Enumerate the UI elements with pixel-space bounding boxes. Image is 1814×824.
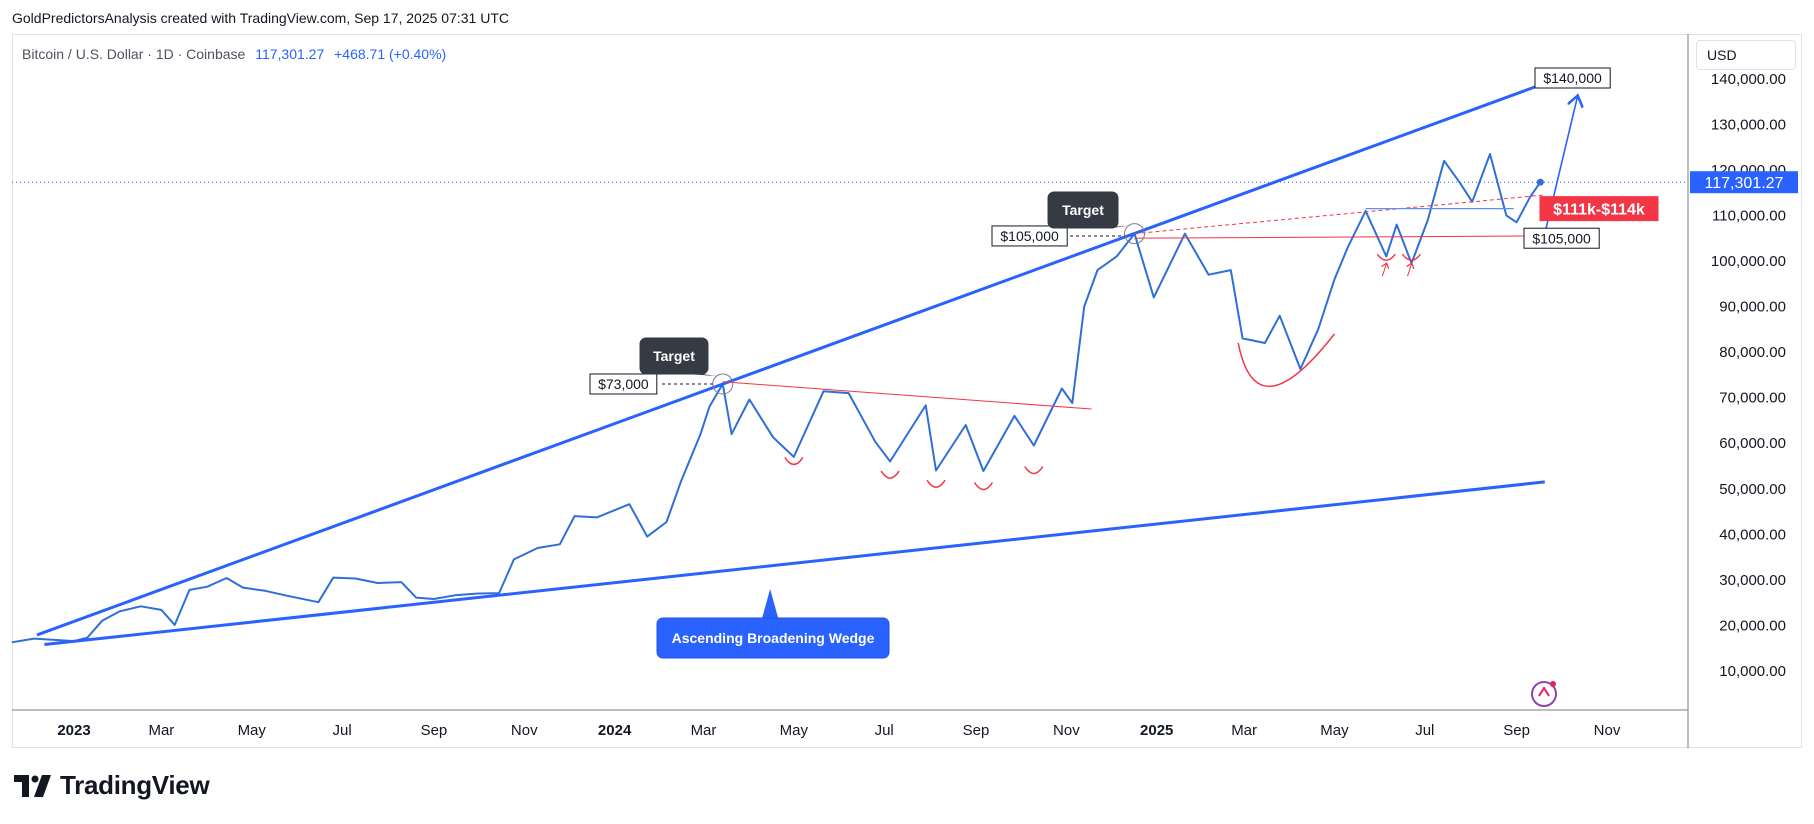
tradingview-logo[interactable]: TradingView	[14, 770, 210, 801]
currency-button[interactable]: USD	[1696, 40, 1796, 70]
symbol-name: Bitcoin / U.S. Dollar · 1D · Coinbase	[22, 46, 246, 62]
chart-attribution: GoldPredictorsAnalysis created with Trad…	[12, 10, 509, 26]
chart-frame	[12, 34, 1802, 748]
tradingview-logo-icon	[14, 774, 51, 797]
symbol-price: 117,301.27	[255, 46, 325, 62]
brand-name: TradingView	[60, 770, 210, 800]
symbol-legend: Bitcoin / U.S. Dollar · 1D · Coinbase 11…	[22, 46, 446, 62]
symbol-change: +468.71 (+0.40%)	[334, 46, 447, 62]
